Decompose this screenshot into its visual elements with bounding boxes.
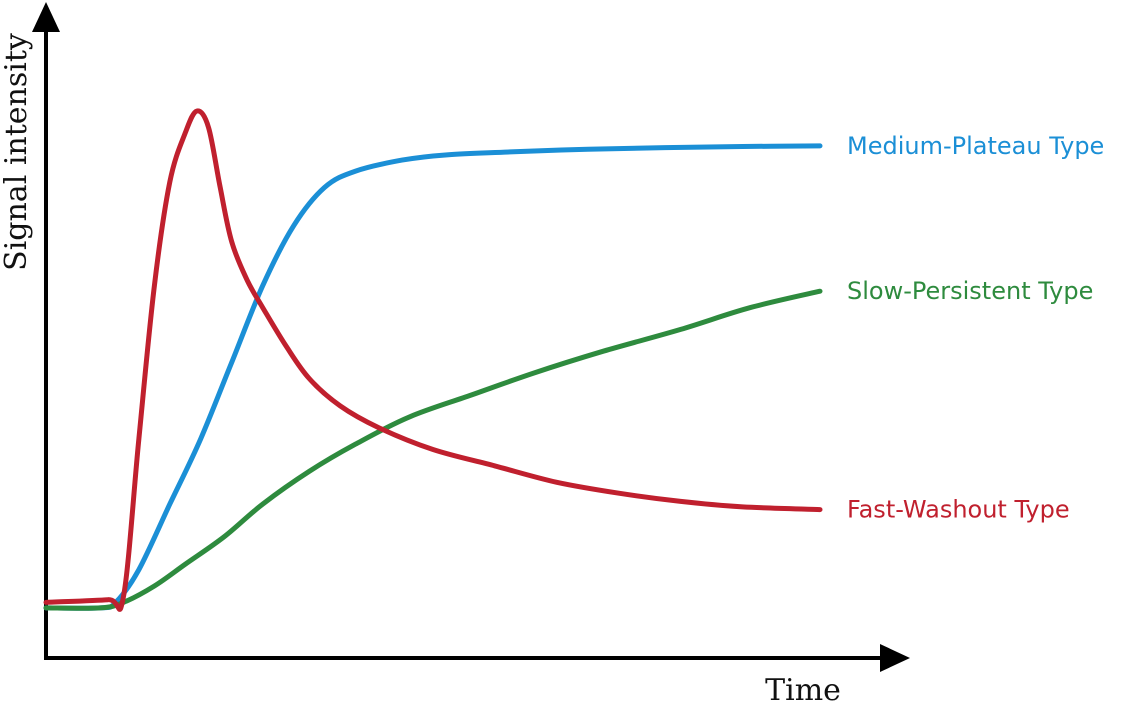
series-label-medium-plateau-type: Medium-Plateau Type — [847, 132, 1104, 160]
x-axis-arrow — [880, 644, 910, 672]
series-line-medium-plateau-type — [43, 143, 823, 611]
series-layer: Medium-Plateau Type Slow-Persistent Type F… — [43, 108, 1104, 612]
series-line-fast-washout-type — [43, 108, 823, 612]
y-axis-title: Signal intensity — [0, 33, 34, 271]
series-label-fast-washout-type: Fast-Washout Type — [847, 496, 1070, 524]
y-axis-arrow — [32, 2, 60, 32]
x-axis-title: Time — [765, 673, 841, 705]
series-label-slow-persistent-type: Slow-Persistent Type — [847, 277, 1093, 305]
axes — [32, 2, 910, 672]
series-line-slow-persistent-type — [43, 288, 823, 611]
